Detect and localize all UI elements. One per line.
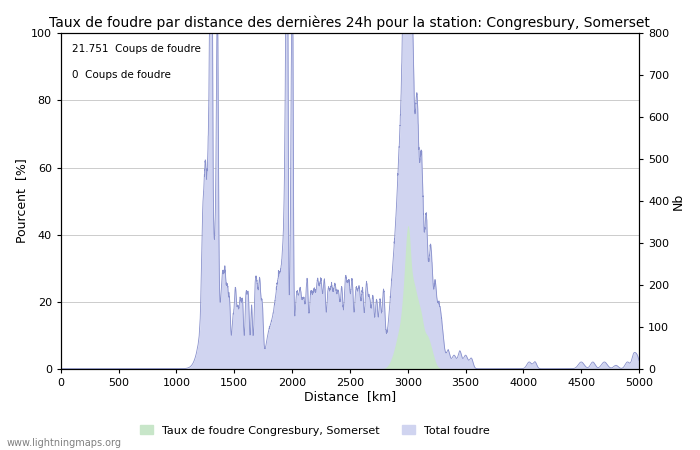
Title: Taux de foudre par distance des dernières 24h pour la station: Congresbury, Some: Taux de foudre par distance des dernière… xyxy=(50,15,650,30)
Text: 21.751  Coups de foudre: 21.751 Coups de foudre xyxy=(72,44,201,54)
Y-axis label: Nb: Nb xyxy=(672,193,685,210)
Text: 0  Coups de foudre: 0 Coups de foudre xyxy=(72,70,172,80)
X-axis label: Distance  [km]: Distance [km] xyxy=(304,391,396,404)
Text: www.lightningmaps.org: www.lightningmaps.org xyxy=(7,438,122,448)
Legend: Taux de foudre Congresbury, Somerset, Total foudre: Taux de foudre Congresbury, Somerset, To… xyxy=(136,421,494,440)
Y-axis label: Pourcent  [%]: Pourcent [%] xyxy=(15,159,28,243)
